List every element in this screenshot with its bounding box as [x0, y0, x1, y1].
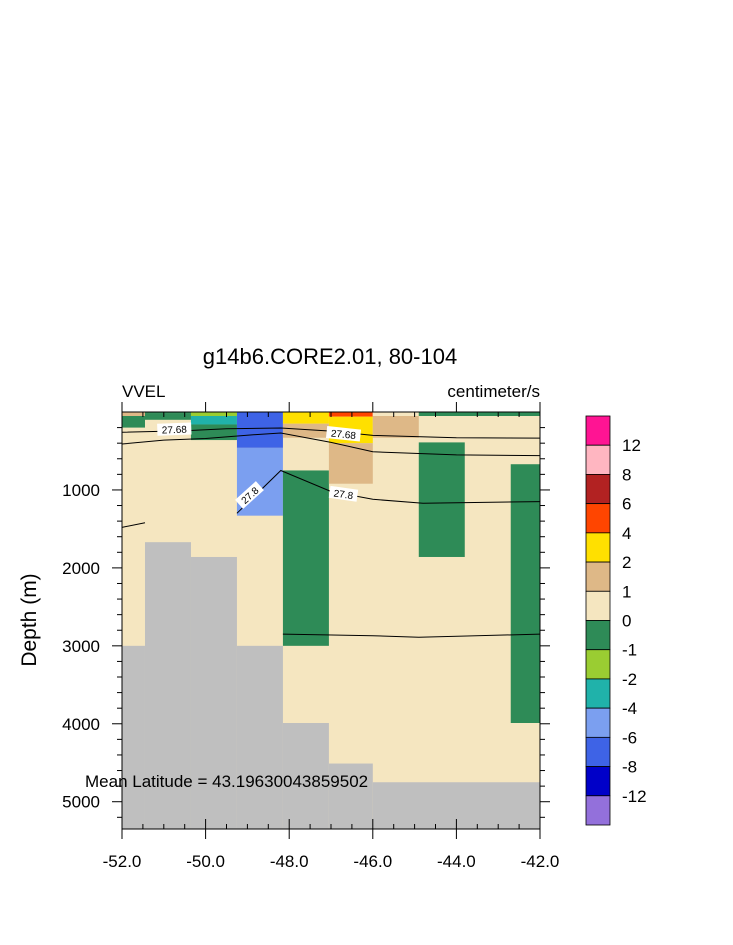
velocity-cell-15 [372, 412, 419, 438]
colorbar: 12 8 6 4 2 1 0 -1 -2 -4 -6 -8 -12 [585, 415, 647, 826]
velocity-cell-10 [282, 423, 329, 438]
contour-label-text: 27.68 [162, 425, 188, 437]
x-tick-label: -42.0 [521, 852, 560, 871]
colorbar-swatch [585, 503, 611, 534]
colorbar-label: -2 [622, 670, 637, 689]
colorbar-swatch [585, 415, 611, 446]
y-axis: 1000 2000 3000 4000 5000 [62, 427, 550, 818]
colorbar-label: 2 [622, 553, 631, 572]
colorbar-swatch [585, 561, 611, 592]
colorbar-swatch [585, 649, 611, 680]
velocity-cell-14 [328, 443, 373, 484]
x-tick-label: -46.0 [353, 852, 392, 871]
density-contour-0 [121, 427, 541, 439]
colorbar-swatch [585, 620, 611, 651]
land-mask-2 [190, 556, 237, 829]
x-tick-label: -44.0 [437, 852, 476, 871]
colorbar-label: 4 [622, 524, 631, 543]
colorbar-label: -4 [622, 699, 637, 718]
colorbar-swatch [585, 444, 611, 475]
mean-latitude-annotation: Mean Latitude = 43.19630043859502 [85, 772, 368, 791]
x-axis: -52.0 -50.0 -48.0 -46.0 -44.0 -42.0 [103, 402, 560, 871]
colorbar-label: 1 [622, 582, 631, 601]
contour-label-bg [325, 426, 362, 442]
colorbar-label: 12 [622, 436, 641, 455]
x-tick-label: -52.0 [103, 852, 142, 871]
density-contour-4 [282, 633, 541, 638]
density-contour-1 [121, 432, 541, 457]
velocity-cell-17 [510, 464, 540, 723]
land-mask-3 [236, 645, 283, 829]
land-mask-5 [328, 763, 373, 829]
contour-label-bg [157, 422, 192, 436]
colorbar-label: -8 [622, 758, 637, 777]
colorbar-label: 6 [622, 495, 631, 514]
contour-label-bg [235, 481, 264, 509]
velocity-cell-5 [190, 414, 237, 425]
contour-label-text: 27.68 [330, 429, 356, 443]
colorbar-swatch [585, 766, 611, 797]
colorbar-label: -6 [622, 728, 637, 747]
units-label: centimeter/s [447, 382, 540, 401]
velocity-cell-2 [144, 412, 191, 414]
contour-label-text: 27.8 [333, 488, 354, 502]
x-tick-label: -48.0 [270, 852, 309, 871]
colorbar-swatch [585, 678, 611, 709]
land-mask-1 [144, 542, 191, 829]
density-contour-3 [121, 522, 146, 528]
velocity-cell-16 [418, 442, 465, 557]
colorbar-label: -12 [622, 787, 647, 806]
variable-label: VVEL [122, 382, 165, 401]
y-tick-label: 2000 [62, 559, 100, 578]
colorbar-swatch [585, 736, 611, 767]
colorbar-swatch [585, 532, 611, 563]
chart-title: g14b6.CORE2.01, 80-104 [203, 344, 457, 369]
contour-label-1: 27.68 [325, 426, 362, 443]
colorbar-swatch [585, 707, 611, 738]
colorbar-label: -1 [622, 641, 637, 660]
surface-strip-2 [372, 412, 419, 416]
velocity-cell-12 [328, 412, 373, 417]
surface-strip-3 [418, 412, 540, 416]
land-mask-0 [122, 645, 145, 829]
colorbar-label: 8 [622, 465, 631, 484]
contour-label-0: 27.68 [157, 422, 192, 437]
y-axis-label: Depth (m) [18, 573, 41, 666]
surface-strip-1 [190, 412, 237, 416]
colorbar-label: 0 [622, 612, 631, 631]
y-tick-label: 4000 [62, 715, 100, 734]
y-tick-label: 3000 [62, 637, 100, 656]
contour-label-bg [328, 485, 359, 502]
velocity-cell-7 [236, 412, 283, 448]
x-tick-label: -50.0 [186, 852, 225, 871]
velocity-cell-3 [144, 413, 191, 420]
y-tick-label: 5000 [62, 793, 100, 812]
y-tick-label: 1000 [62, 481, 100, 500]
velocity-cell-11 [282, 470, 329, 646]
surface-strip-0 [122, 412, 145, 416]
colorbar-swatch [585, 474, 611, 505]
land-mask-4 [282, 722, 329, 829]
velocity-cell-1 [122, 415, 145, 428]
velocity-cell-9 [282, 412, 329, 424]
colorbar-swatch [585, 590, 611, 621]
colorbar-swatch [585, 795, 611, 826]
contour-label-3: 27.8 [328, 485, 359, 502]
